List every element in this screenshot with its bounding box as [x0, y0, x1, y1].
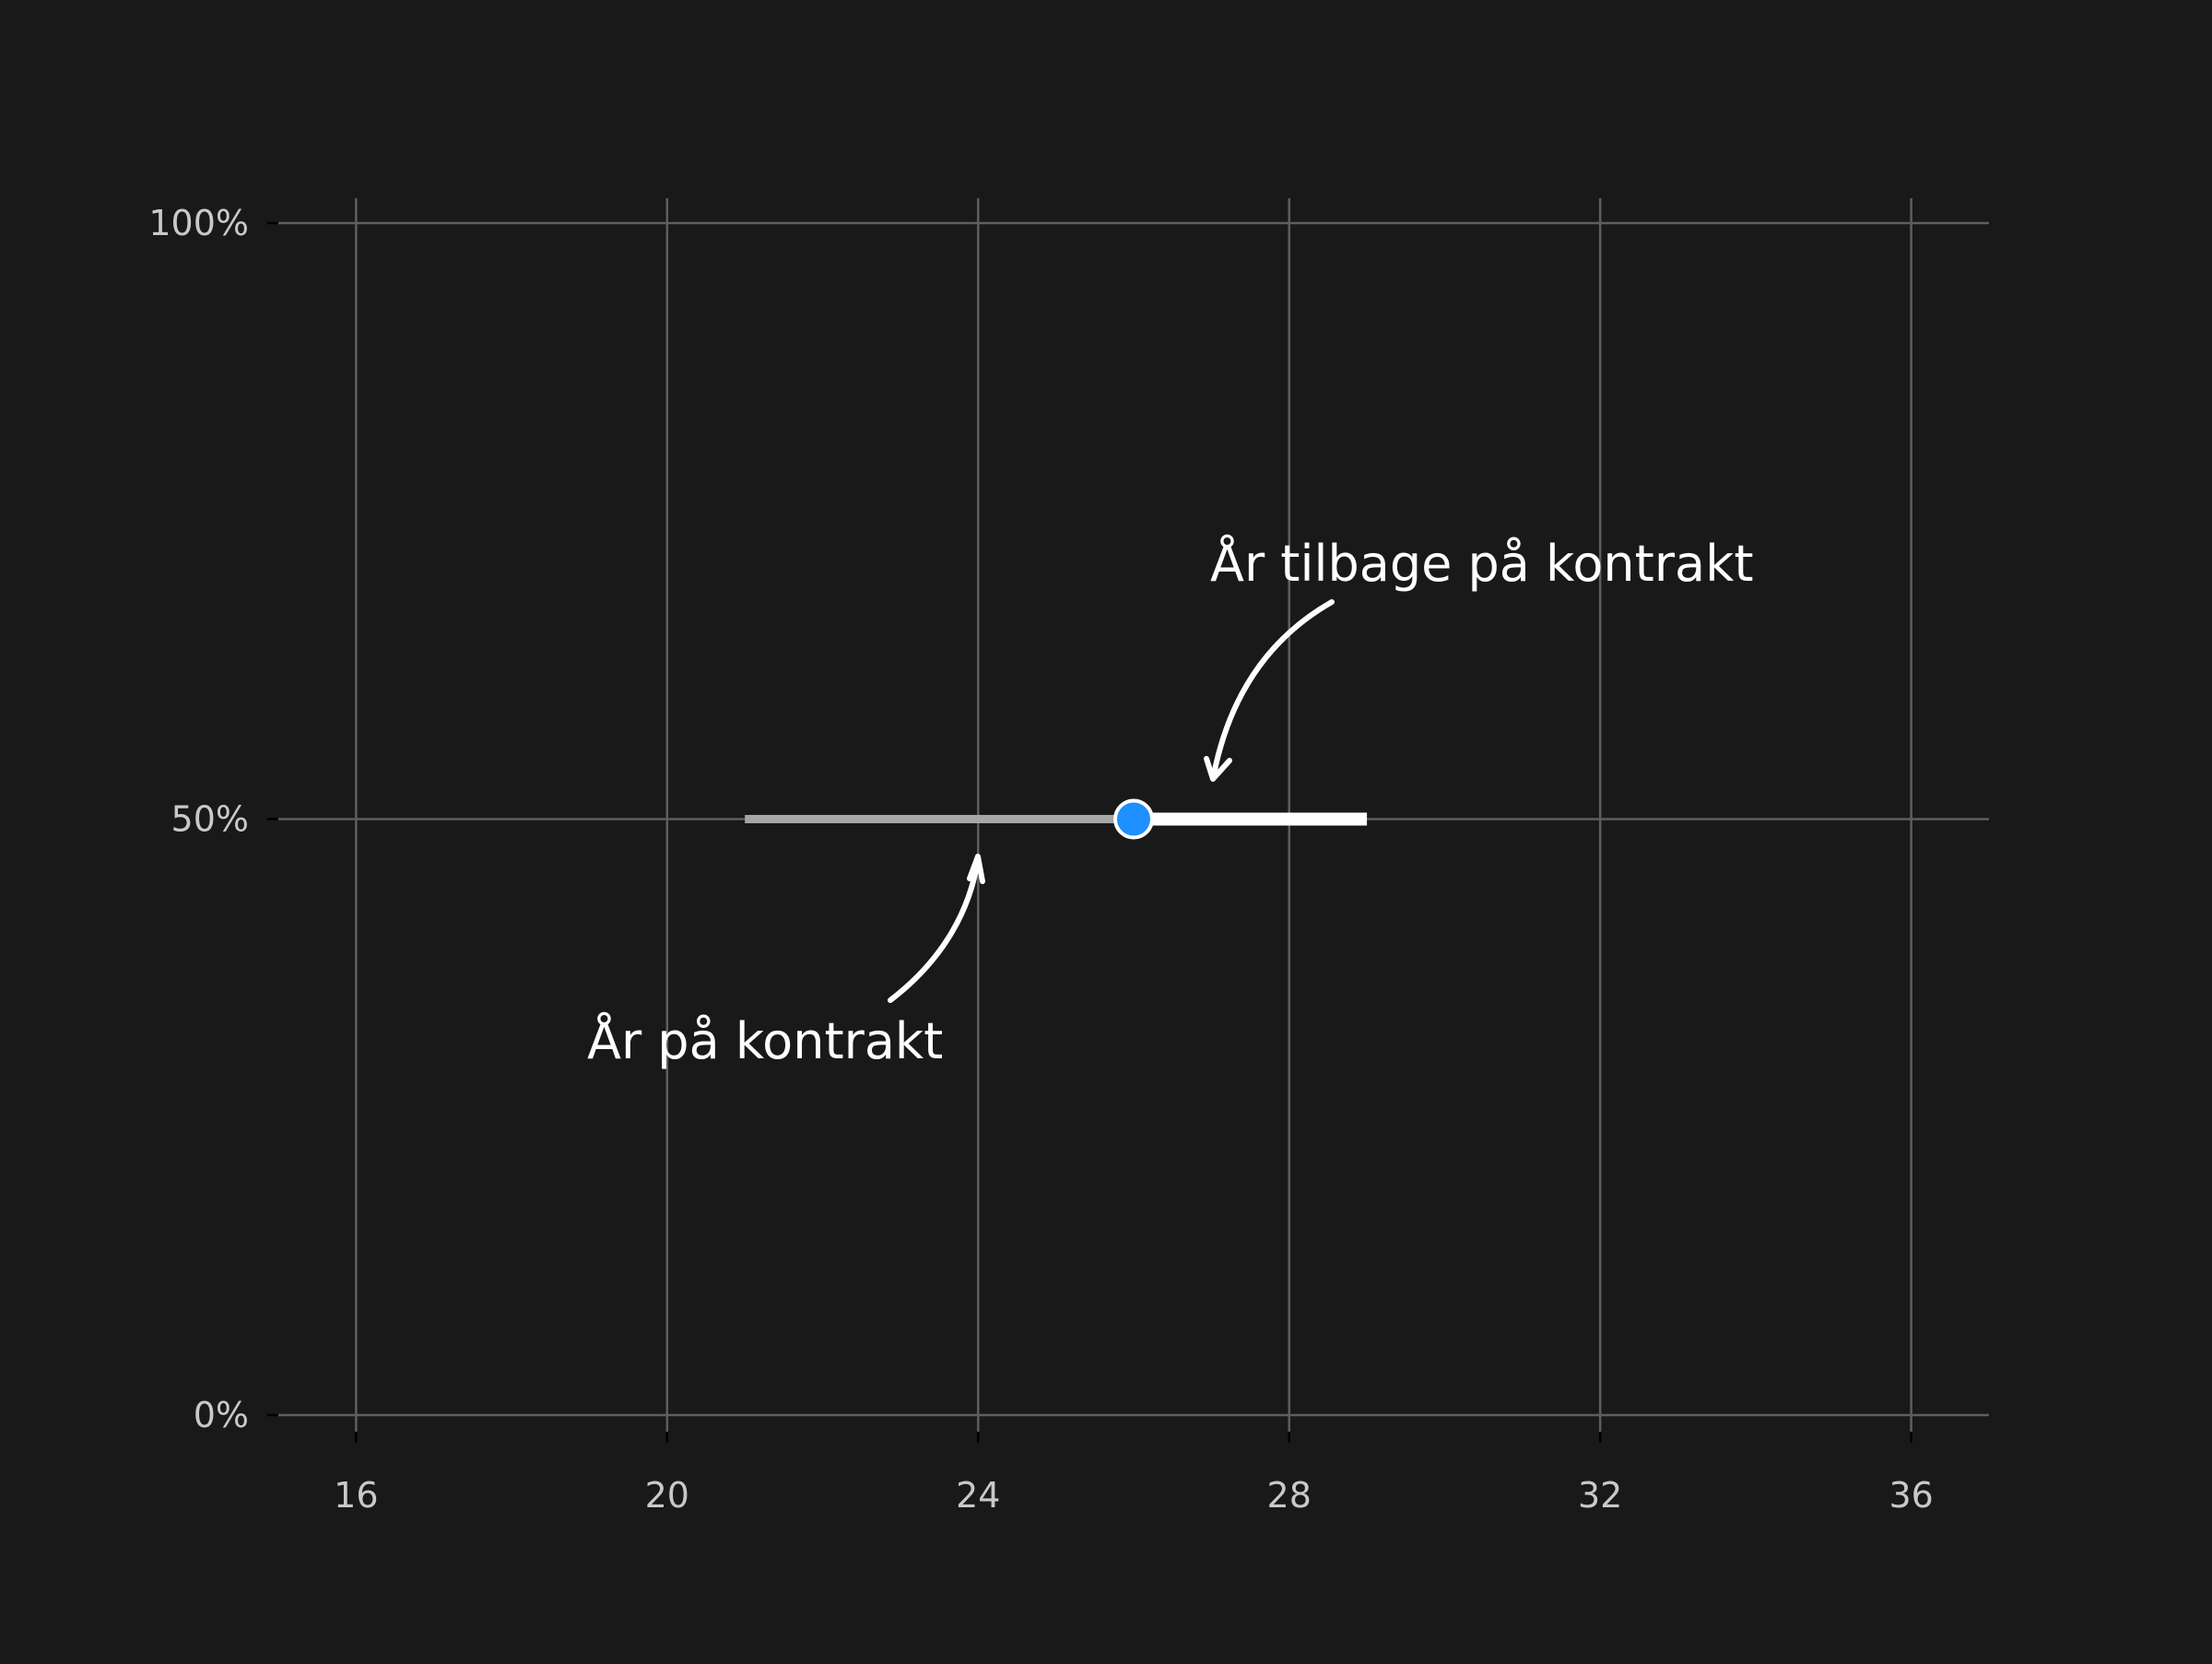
ticks-layer: 16 20 24 28 32 36 0% 50% 100% — [148, 203, 1933, 1516]
x-tick-label: 28 — [1267, 1475, 1312, 1516]
x-tick-label: 36 — [1888, 1475, 1933, 1516]
annotation-arrowhead-on-contract — [967, 854, 985, 884]
annotation-arrow-remaining — [1211, 599, 1335, 777]
x-tick-label: 32 — [1578, 1475, 1622, 1516]
x-tick-label: 16 — [334, 1475, 378, 1516]
x-tick-label: 20 — [645, 1475, 689, 1516]
x-tick-label: 24 — [956, 1475, 1000, 1516]
y-tick-label: 0% — [194, 1395, 249, 1435]
current-age-point — [1113, 798, 1154, 840]
annotation-arrow-on-contract — [888, 856, 981, 1003]
y-tick-label: 50% — [171, 799, 249, 840]
annotation-layer: År tilbage på kontrakt År på kontrakt — [587, 534, 1754, 1070]
grid-layer — [278, 198, 1989, 1432]
annotation-arrowhead-remaining — [1204, 756, 1232, 782]
y-tick-label: 100% — [148, 203, 249, 243]
series-layer — [745, 798, 1368, 840]
annotation-label-on-contract: År på kontrakt — [587, 1011, 943, 1070]
annotation-label-remaining: År tilbage på kontrakt — [1210, 534, 1754, 593]
